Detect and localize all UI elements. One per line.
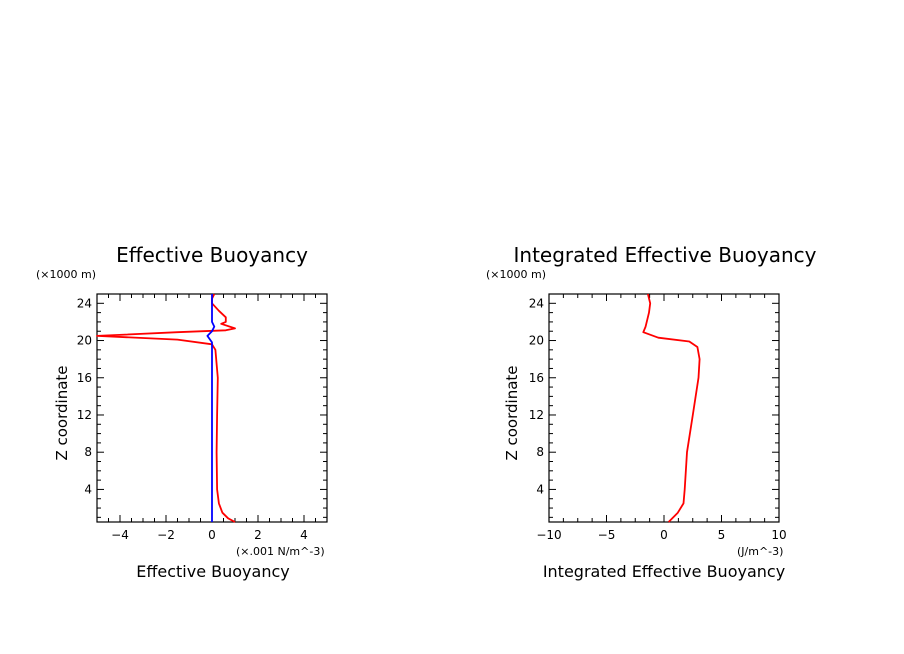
chart-title: Effective Buoyancy xyxy=(116,243,308,267)
y-tick-label: 16 xyxy=(529,371,544,385)
x-tick-label: −4 xyxy=(111,528,129,542)
plot-frame xyxy=(548,293,780,523)
y-axis-title: Z coordinate xyxy=(53,365,71,460)
y-tick-label: 4 xyxy=(536,482,544,496)
y-tick-label: 24 xyxy=(77,296,92,310)
series-line-0 xyxy=(96,293,236,523)
effective-buoyancy-chart: Effective Buoyancy (×1000 m) Z coordinat… xyxy=(36,243,328,581)
chart-title: Integrated Effective Buoyancy xyxy=(514,243,817,267)
axis-ticks: −10 −5 0 5 10 4 8 12 16 20 24 xyxy=(529,293,787,542)
y-unit-label: (×1000 m) xyxy=(486,268,546,281)
y-tick-label: 24 xyxy=(529,296,544,310)
x-tick-label: 4 xyxy=(300,528,308,542)
series-line-0 xyxy=(642,293,701,523)
x-tick-label: 10 xyxy=(771,528,786,542)
y-tick-label: 20 xyxy=(529,334,544,348)
y-tick-label: 8 xyxy=(536,445,544,459)
x-tick-label: 5 xyxy=(718,528,726,542)
x-axis-title: Effective Buoyancy xyxy=(136,562,289,581)
x-tick-label: 0 xyxy=(660,528,668,542)
y-tick-label: 4 xyxy=(84,482,92,496)
y-tick-label: 12 xyxy=(77,408,92,422)
x-tick-label: −10 xyxy=(536,528,561,542)
series-lines xyxy=(96,293,236,523)
x-tick-label: 0 xyxy=(208,528,216,542)
y-tick-label: 16 xyxy=(77,371,92,385)
x-tick-label: −5 xyxy=(598,528,616,542)
x-axis-title: Integrated Effective Buoyancy xyxy=(543,562,785,581)
series-line-1 xyxy=(206,294,216,522)
y-unit-label: (×1000 m) xyxy=(36,268,96,281)
x-tick-label: 2 xyxy=(254,528,262,542)
y-tick-label: 8 xyxy=(84,445,92,459)
y-tick-label: 20 xyxy=(77,334,92,348)
x-unit-label: (×.001 N/m^-3) xyxy=(236,545,325,558)
y-axis-title: Z coordinate xyxy=(503,365,521,460)
y-tick-label: 12 xyxy=(529,408,544,422)
integrated-effective-buoyancy-chart: Integrated Effective Buoyancy (×1000 m) … xyxy=(486,243,817,581)
series-lines xyxy=(642,293,701,523)
x-unit-label: (J/m^-3) xyxy=(737,545,783,558)
x-tick-label: −2 xyxy=(157,528,175,542)
